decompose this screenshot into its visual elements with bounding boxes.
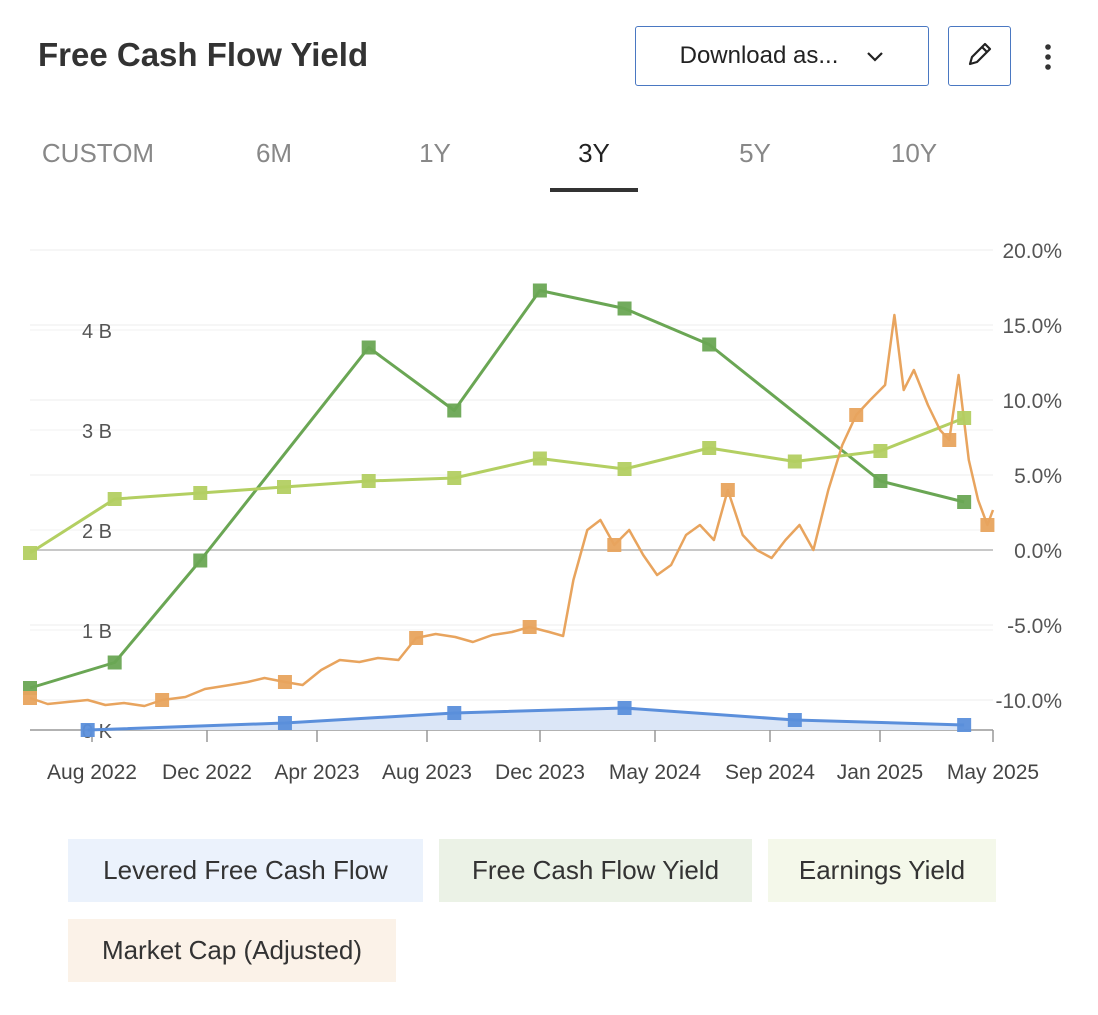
tab-custom[interactable]: CUSTOM: [41, 138, 155, 168]
data-point-market-cap-adjusted: [607, 538, 622, 552]
y-right-tick-label: -10.0%: [995, 690, 1062, 713]
data-point-earnings-yield: [23, 546, 37, 560]
data-point-market-cap-adjusted: [409, 631, 424, 645]
data-point-levered-free-cash-flow: [787, 713, 802, 727]
page-title: Free Cash Flow Yield: [38, 36, 369, 73]
series-area-levered-free-cash-flow: [87, 708, 965, 730]
x-tick-label: Jan 2025: [837, 761, 923, 784]
data-point-free-cash-flow-yield: [532, 283, 547, 298]
x-tick-label: Dec 2023: [495, 761, 585, 784]
pencil-icon: [965, 39, 995, 74]
chevron-down-icon: [866, 42, 884, 70]
data-point-free-cash-flow-yield: [193, 553, 208, 568]
legend-levered-free-cash-flow[interactable]: Levered Free Cash Flow: [68, 839, 423, 902]
y-left-tick-label: 1 B: [82, 621, 112, 643]
x-tick-label: Aug 2022: [47, 761, 137, 784]
data-point-earnings-yield: [447, 471, 462, 485]
data-point-market-cap-adjusted: [23, 691, 37, 705]
data-point-market-cap-adjusted: [849, 408, 864, 422]
series-line-earnings-yield: [29, 416, 965, 555]
data-point-levered-free-cash-flow: [80, 723, 95, 737]
more-vertical-icon[interactable]: [1032, 36, 1064, 78]
y-right-tick-label: 5.0%: [1014, 465, 1062, 488]
x-tick-label: Dec 2022: [162, 761, 252, 784]
data-point-free-cash-flow-yield: [702, 337, 717, 352]
edit-button[interactable]: [948, 26, 1011, 86]
data-point-market-cap-adjusted: [942, 433, 957, 447]
tab-5y[interactable]: 5Y: [739, 138, 771, 168]
x-tick-label: May 2025: [947, 761, 1039, 784]
data-point-earnings-yield: [277, 480, 292, 494]
data-point-free-cash-flow-yield: [957, 495, 972, 509]
series-line-market-cap-adjusted: [29, 313, 995, 708]
tab-1y[interactable]: 1Y: [419, 138, 451, 168]
y-right-tick-label: -5.0%: [1007, 615, 1062, 638]
tab-10y[interactable]: 10Y: [890, 138, 938, 168]
x-tick-label: Apr 2023: [274, 761, 359, 784]
x-tick-label: May 2024: [609, 761, 702, 784]
series-line-free-cash-flow-yield: [29, 289, 965, 690]
data-point-free-cash-flow-yield: [617, 301, 632, 316]
data-point-earnings-yield: [957, 411, 972, 425]
data-point-market-cap-adjusted: [980, 518, 995, 532]
y-left-tick-label: 3 B: [82, 421, 112, 443]
active-tab-underline: [550, 188, 638, 192]
data-point-earnings-yield: [532, 451, 547, 466]
x-tick-label: Aug 2023: [382, 761, 472, 784]
data-point-levered-free-cash-flow: [277, 716, 292, 730]
data-point-levered-free-cash-flow: [447, 706, 462, 720]
y-right-tick-label: 0.0%: [1014, 540, 1062, 563]
series-line-levered-free-cash-flow: [87, 706, 965, 732]
y-right-tick-label: 20.0%: [1002, 240, 1062, 263]
tab-6m[interactable]: 6M: [255, 138, 293, 168]
data-point-free-cash-flow-yield: [361, 340, 376, 355]
data-point-free-cash-flow-yield: [107, 655, 122, 670]
data-point-earnings-yield: [617, 462, 632, 476]
data-point-market-cap-adjusted: [522, 620, 537, 634]
legend-free-cash-flow-yield[interactable]: Free Cash Flow Yield: [439, 839, 752, 902]
data-point-market-cap-adjusted: [277, 675, 292, 689]
range-tabs: CUSTOM 6M 1Y 3Y 5Y 10Y: [0, 130, 1098, 196]
data-point-levered-free-cash-flow: [957, 718, 972, 732]
data-point-earnings-yield: [873, 444, 888, 458]
download-button[interactable]: Download as...: [635, 26, 929, 86]
data-point-earnings-yield: [361, 474, 376, 488]
y-right-tick-label: 10.0%: [1002, 390, 1062, 413]
download-button-label: Download as...: [679, 42, 839, 69]
y-left-tick-label: 2 B: [82, 521, 112, 543]
data-point-earnings-yield: [787, 454, 802, 469]
data-point-free-cash-flow-yield: [873, 474, 888, 488]
legend-market-cap-adjusted[interactable]: Market Cap (Adjusted): [68, 919, 396, 982]
y-right-tick-label: 15.0%: [1002, 315, 1062, 338]
x-tick-label: Sep 2024: [725, 761, 815, 784]
tab-3y[interactable]: 3Y: [578, 138, 610, 168]
data-point-earnings-yield: [193, 486, 208, 500]
y-left-tick-label: 4 B: [82, 321, 112, 343]
data-point-earnings-yield: [702, 441, 717, 455]
data-point-market-cap-adjusted: [720, 483, 735, 497]
data-point-earnings-yield: [107, 492, 122, 506]
legend-earnings-yield[interactable]: Earnings Yield: [768, 839, 996, 902]
data-point-market-cap-adjusted: [155, 693, 170, 707]
data-point-free-cash-flow-yield: [447, 403, 462, 418]
data-point-levered-free-cash-flow: [617, 701, 632, 715]
fcf-yield-chart: 0 K1 B2 B3 B4 B-10.0%-5.0%0.0%5.0%10.0%1…: [23, 240, 1062, 784]
